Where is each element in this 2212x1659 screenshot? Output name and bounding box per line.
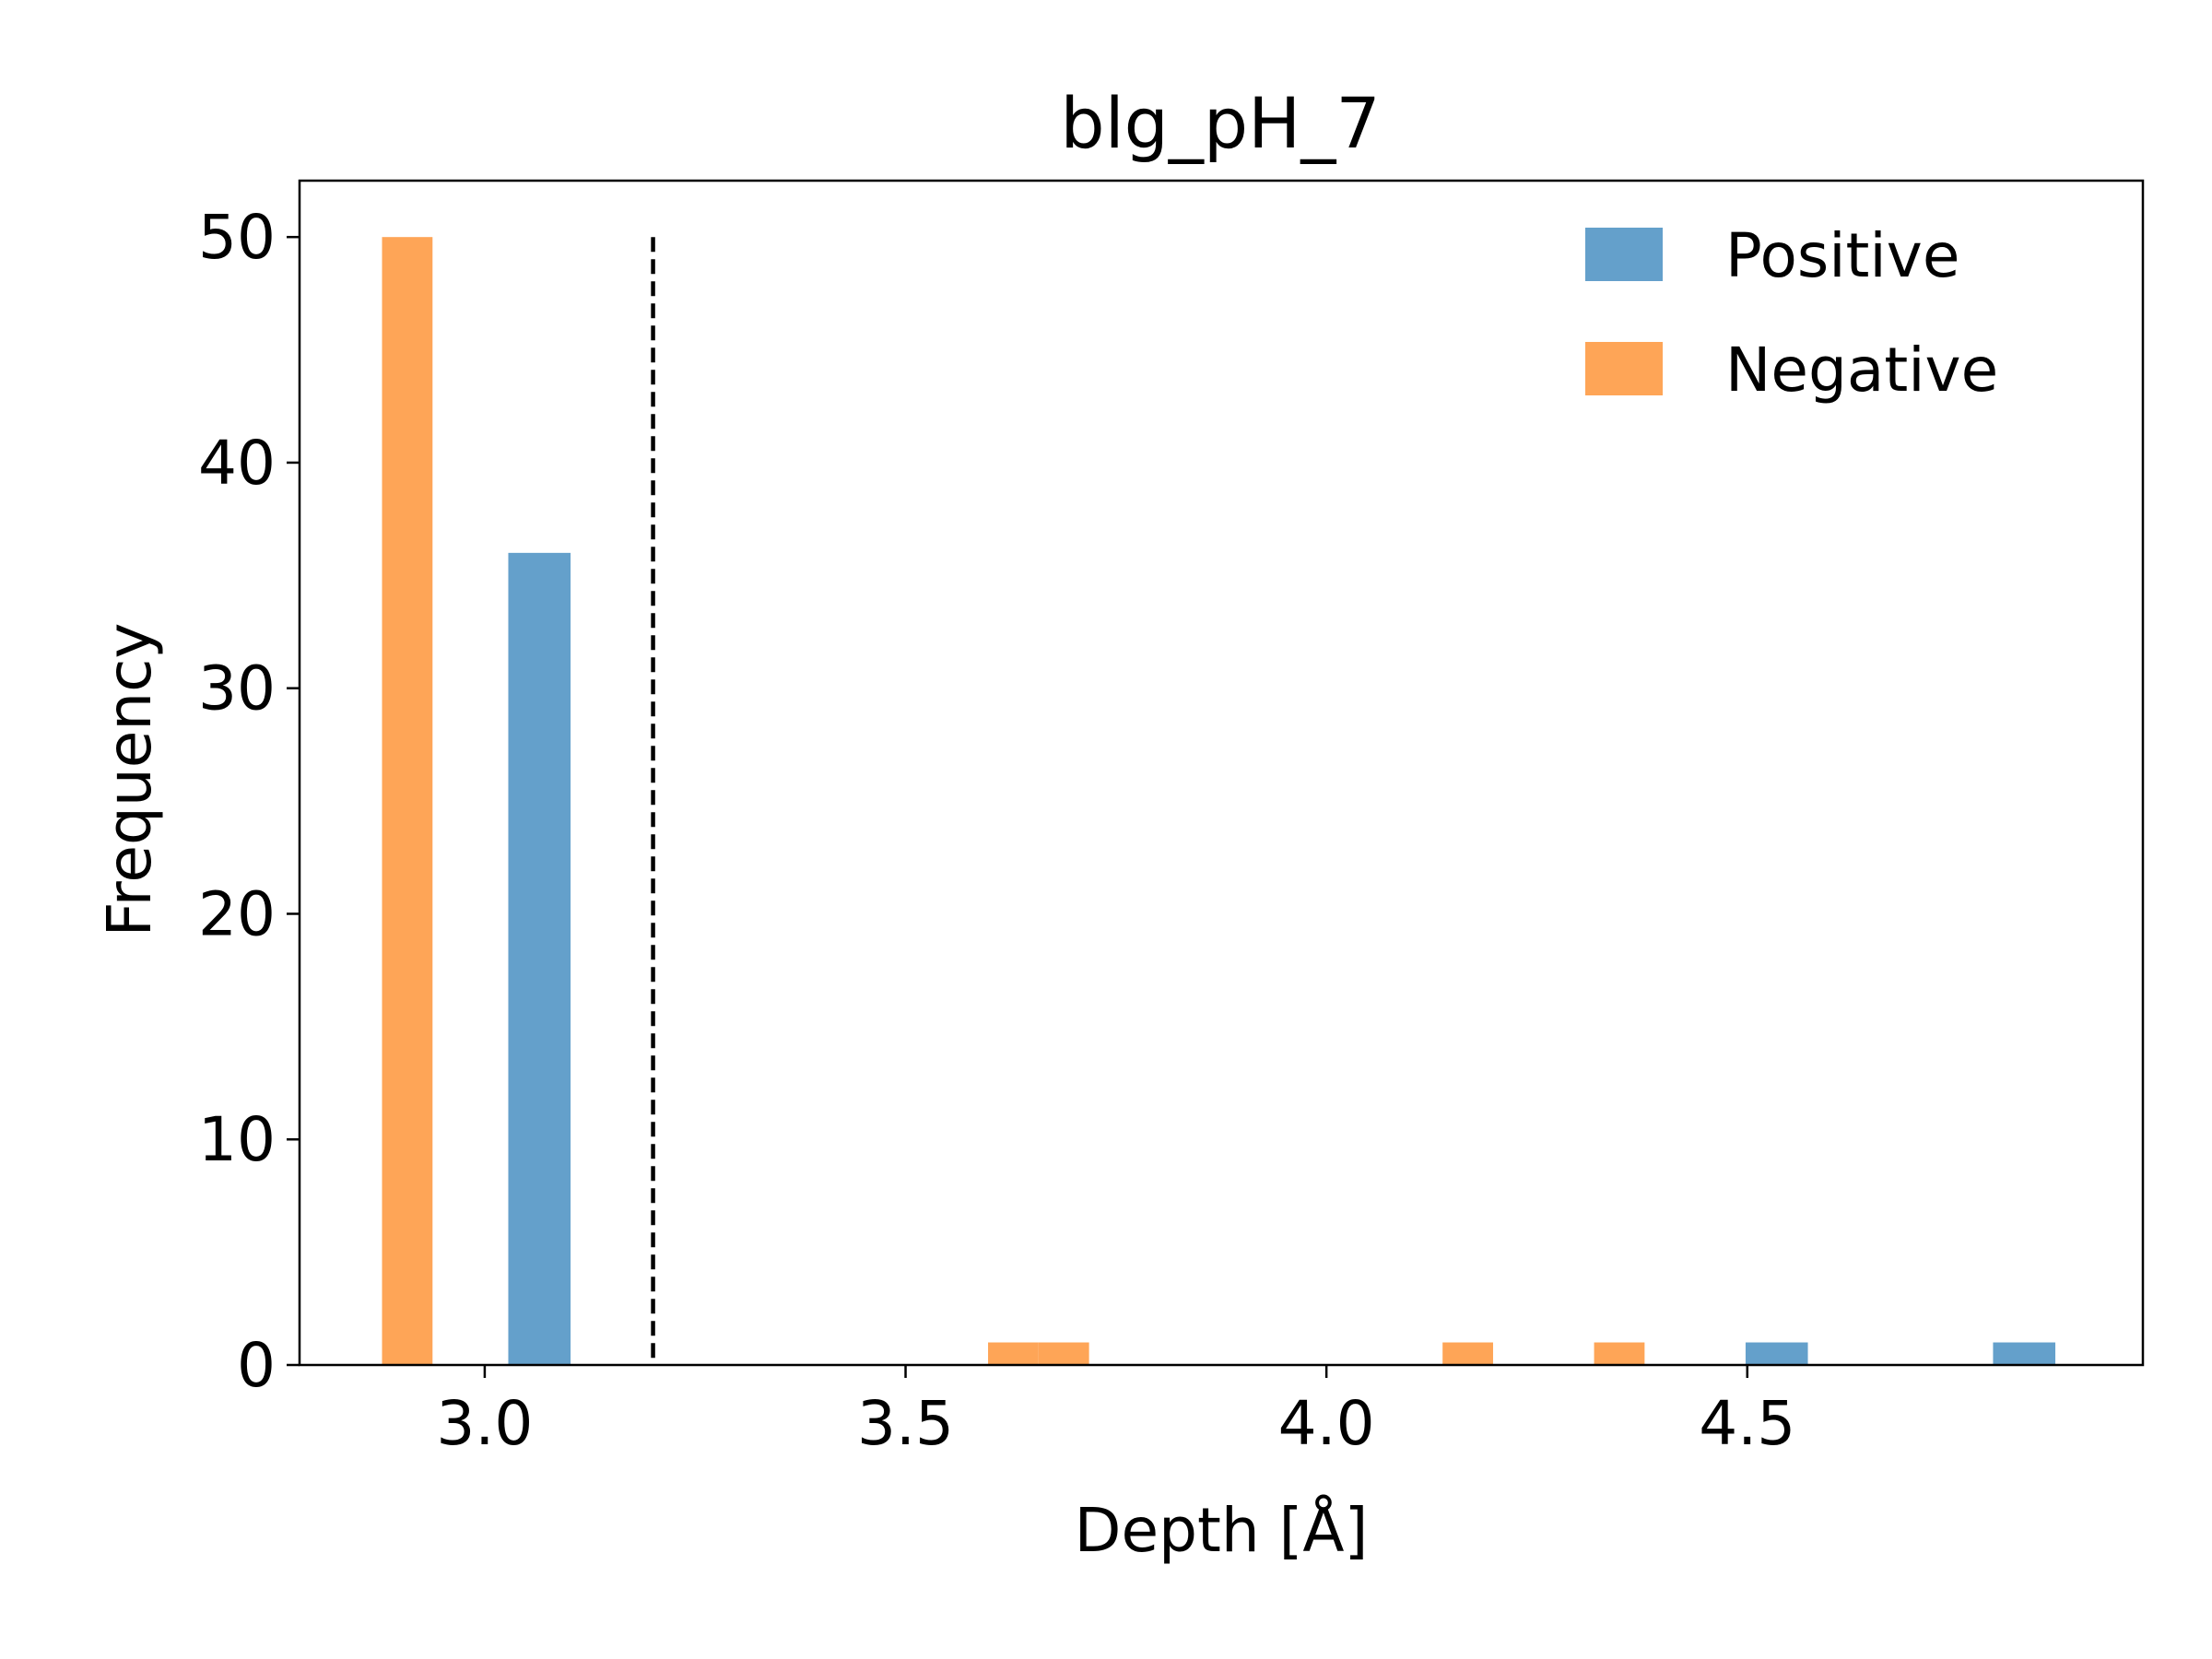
y-tick-label: 50 [198, 202, 276, 273]
legend-swatch-positive [1585, 228, 1663, 281]
x-tick-label: 3.0 [436, 1388, 533, 1459]
y-tick-label: 10 [198, 1104, 276, 1175]
y-tick-label: 20 [198, 878, 276, 949]
bar-negative-3 [1442, 1342, 1493, 1365]
bar-negative-4 [1594, 1342, 1645, 1365]
x-tick-label: 3.5 [857, 1388, 954, 1459]
y-tick-label: 30 [198, 653, 276, 724]
bar-negative-0 [382, 237, 433, 1366]
y-axis-ticks: 0 10 20 30 40 50 [198, 202, 300, 1401]
y-tick-label: 40 [198, 428, 276, 499]
x-axis-ticks: 3.0 3.5 4.0 4.5 [436, 1365, 1795, 1459]
x-tick-label: 4.0 [1278, 1388, 1375, 1459]
bar-negative-2 [1038, 1342, 1089, 1365]
y-axis-label: Frequency [94, 623, 165, 937]
bar-positive-1 [1745, 1342, 1808, 1365]
bar-positive-0 [508, 552, 571, 1365]
y-tick-label: 0 [237, 1330, 276, 1401]
legend-label-positive: Positive [1725, 220, 1959, 291]
legend-label-negative: Negative [1725, 335, 1998, 406]
x-axis-label: Depth [Å] [1075, 1495, 1369, 1566]
bar-negative-1 [988, 1342, 1039, 1365]
legend: Positive Negative [1585, 220, 1998, 406]
chart-title: blg_pH_7 [1060, 82, 1380, 164]
bar-positive-2 [1993, 1342, 2056, 1365]
plot-area-frame [298, 179, 2145, 1367]
x-tick-label: 4.5 [1699, 1388, 1795, 1459]
bars-group [382, 237, 2056, 1366]
legend-swatch-negative [1585, 342, 1663, 395]
